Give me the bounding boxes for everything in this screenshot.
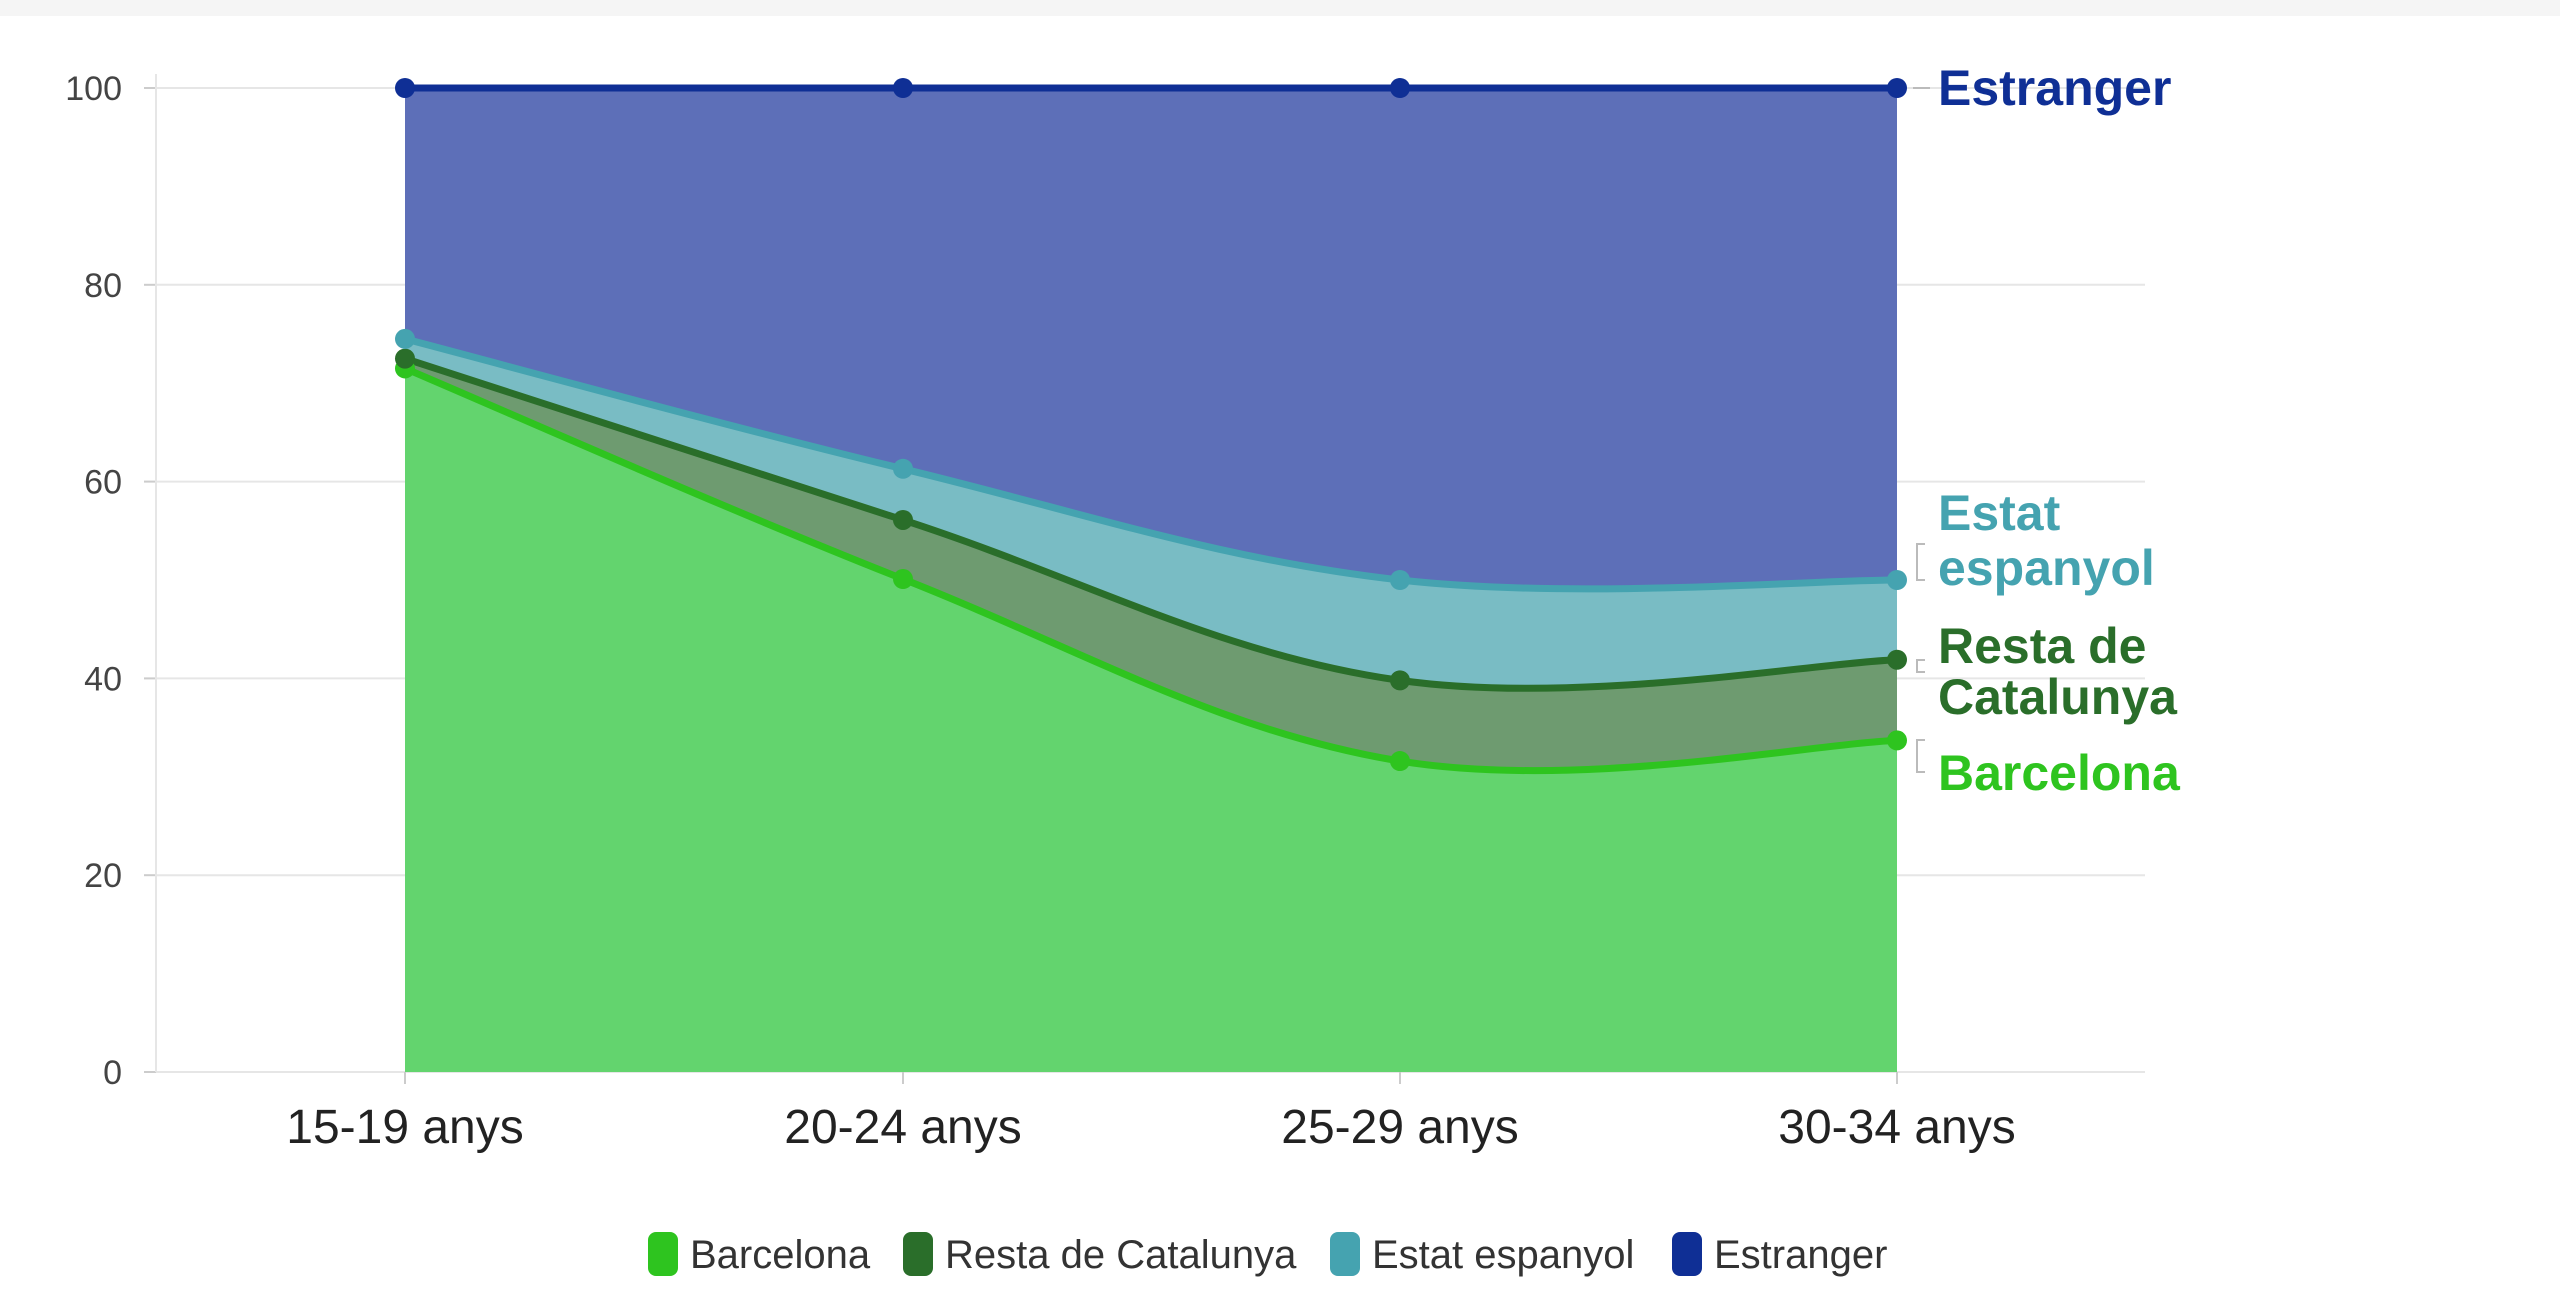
label-connector-barcelona	[1916, 739, 1925, 773]
end-label-estranger: Estranger	[1938, 60, 2171, 116]
line-barcelona	[403, 365, 1898, 775]
legend-label-estranger: Estranger	[1714, 1233, 1887, 1277]
point-barcelona-2	[1390, 751, 1410, 772]
end-label-estat-espanyol: Estat	[1938, 485, 2061, 541]
y-axis-ticks: 0 20 40 60 80 100	[65, 70, 122, 1092]
areas	[405, 88, 1897, 1072]
y-tick-label: 20	[84, 857, 122, 895]
point-resta-de-catalunya-0	[395, 348, 415, 369]
area-estranger	[405, 88, 1897, 589]
area-resta-de-catalunya	[405, 358, 1897, 771]
legend-swatch-resta-de-catalunya	[903, 1232, 933, 1276]
area-barcelona	[405, 368, 1897, 1072]
y-tick-label: 80	[84, 267, 122, 305]
legend-swatch-estranger	[1672, 1232, 1702, 1276]
point-resta-de-catalunya-3	[1887, 649, 1907, 670]
x-tick-label: 25-29 anys	[1281, 1101, 1519, 1154]
x-tick-label: 20-24 anys	[784, 1101, 1022, 1154]
label-connector-estat-espanyol	[1916, 543, 1925, 581]
end-label-barcelona: Barcelona	[1938, 745, 2181, 801]
point-estranger-1	[893, 78, 913, 98]
point-estat-espanyol-1	[893, 458, 913, 479]
x-tick-label: 15-19 anys	[286, 1101, 524, 1154]
legend-label-estat-espanyol: Estat espanyol	[1372, 1233, 1634, 1277]
line-resta-de-catalunya	[403, 355, 1898, 692]
legend-swatch-estat-espanyol	[1330, 1232, 1360, 1276]
point-barcelona-1	[893, 569, 913, 590]
point-resta-de-catalunya-1	[893, 509, 913, 530]
point-estat-espanyol-3	[1887, 570, 1907, 590]
point-resta-de-catalunya-2	[1390, 670, 1410, 691]
legend: Barcelona Resta de Catalunya Estat espanyo…	[648, 1232, 1887, 1277]
end-label-resta-de-catalunya: Catalunya	[1938, 669, 2178, 725]
data-points	[395, 78, 1907, 772]
top-bar	[0, 0, 2560, 16]
y-tick-label: 0	[103, 1054, 122, 1092]
point-barcelona-3	[1887, 730, 1907, 751]
area-estat-espanyol	[405, 338, 1897, 689]
end-label-resta-de-catalunya: Resta de	[1938, 618, 2146, 674]
label-connector-resta-de-catalunya	[1916, 659, 1925, 673]
series-lines	[403, 84, 1898, 775]
point-estat-espanyol-0	[395, 328, 415, 349]
legend-label-resta-de-catalunya: Resta de Catalunya	[945, 1233, 1297, 1277]
y-tick-label: 40	[84, 660, 122, 698]
point-estat-espanyol-2	[1390, 570, 1410, 590]
point-estranger-0	[395, 78, 415, 98]
legend-swatch-barcelona	[648, 1232, 678, 1276]
point-estranger-3	[1887, 78, 1907, 98]
y-tick-label: 100	[65, 70, 122, 108]
end-label-estat-espanyol: espanyol	[1938, 540, 2155, 596]
x-axis-ticks: 15-19 anys 20-24 anys 25-29 anys 30-34 anys	[286, 1101, 2016, 1154]
line-estat-espanyol	[404, 335, 1898, 593]
y-tick-label: 60	[84, 464, 122, 502]
legend-label-barcelona: Barcelona	[690, 1233, 871, 1277]
point-estranger-2	[1390, 78, 1410, 98]
x-tick-label: 30-34 anys	[1778, 1101, 2016, 1154]
